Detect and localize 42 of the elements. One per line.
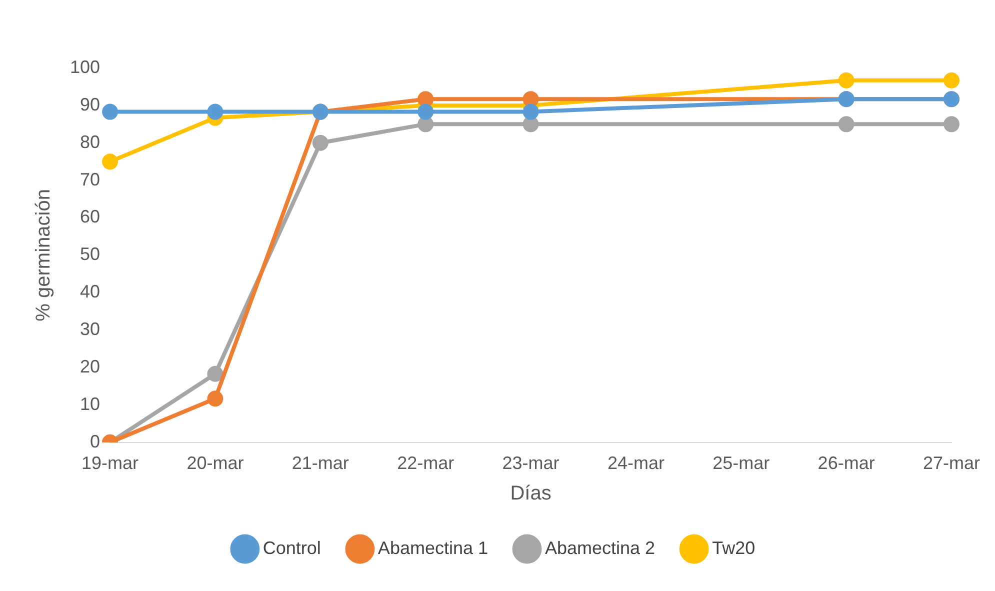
- y-tick-label: 0: [90, 431, 100, 452]
- x-tick-label: 25-mar: [712, 453, 770, 474]
- x-tick-label: 23-mar: [502, 453, 560, 474]
- legend-label: Abamectina 2: [545, 538, 656, 558]
- point: [522, 116, 539, 132]
- point: [522, 104, 539, 120]
- legend-label: Control: [262, 538, 321, 558]
- y-tick-label: 70: [80, 169, 100, 190]
- x-tick-label: 20-mar: [186, 453, 244, 474]
- x-axis-title: Días: [510, 482, 552, 505]
- point: [943, 116, 960, 132]
- y-tick-label: 50: [80, 244, 100, 264]
- y-tick-label: 60: [80, 206, 100, 227]
- x-tick-label: 26-mar: [818, 453, 875, 474]
- point: [522, 91, 539, 108]
- point: [943, 72, 960, 88]
- point: [207, 366, 224, 382]
- point: [207, 390, 224, 407]
- x-tick-label: 27-mar: [922, 453, 980, 474]
- point: [207, 104, 224, 120]
- point: [418, 104, 434, 120]
- point: [838, 116, 854, 132]
- x-tick-label: 19-mar: [82, 453, 139, 474]
- point: [102, 104, 118, 120]
- y-tick-label: 20: [80, 356, 100, 376]
- point: [418, 91, 434, 108]
- point: [838, 72, 854, 88]
- legend-label: Tw20: [712, 538, 756, 558]
- y-axis-title: % germinación: [32, 189, 55, 322]
- y-tick-label: 80: [80, 132, 100, 152]
- y-tick-label: 40: [80, 282, 100, 302]
- point: [418, 116, 434, 132]
- y-tick-label: 90: [80, 94, 100, 114]
- legend-label: Abamectina 1: [378, 538, 488, 558]
- x-tick-label: 24-mar: [607, 453, 664, 474]
- point: [102, 154, 118, 170]
- y-tick-label: 30: [80, 319, 100, 340]
- y-tick-label: 100: [70, 56, 100, 77]
- y-tick-label: 10: [80, 394, 100, 414]
- point: [312, 134, 328, 151]
- x-tick-label: 21-mar: [292, 453, 349, 474]
- x-tick-label: 22-mar: [397, 453, 454, 474]
